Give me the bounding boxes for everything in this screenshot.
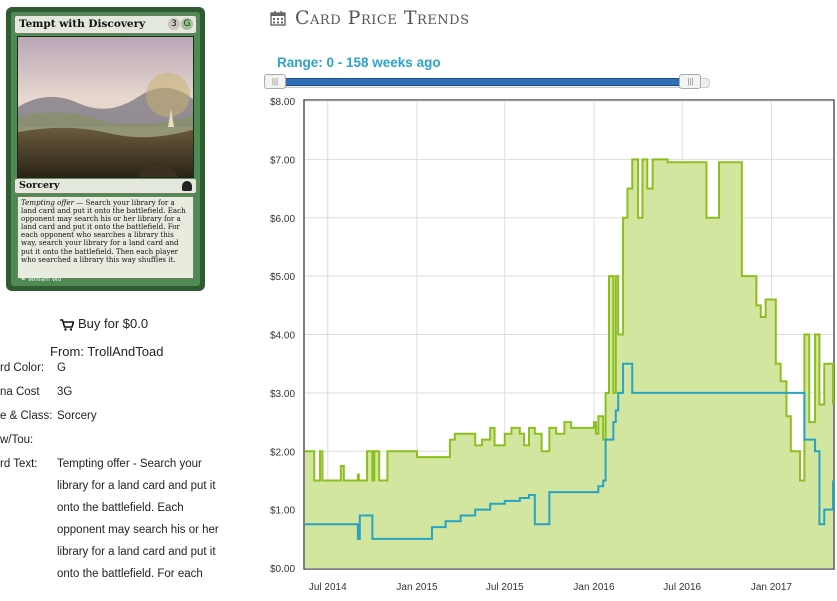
attribute-value: G [57,362,66,374]
price-chart: $0.00 $1.00 $2.00 $3.00 $4.00 $5.00 $6.00 $7.00… [270,97,835,593]
attribute-label: w/Tou: [0,434,34,446]
card-artwork [17,36,194,178]
range-slider-max-handle[interactable]: ||| [679,74,702,89]
chart-series [304,158,834,568]
x-tick-label: Jul 2016 [663,582,701,593]
y-tick-label: $0.00 [270,564,295,575]
x-tick-label: Jul 2015 [486,582,524,593]
y-tick-label: $1.00 [270,506,295,517]
card-illustrator-name: William Wu [27,276,62,283]
mana-generic-symbol: 3 [168,18,180,30]
page-title: Card Price Trends [295,7,470,29]
card-rules-body: — Search your library for a land card an… [21,198,186,264]
card-rules-text: Tempting offer — Search your library for… [21,198,190,264]
calendar-icon [270,10,286,31]
attribute-label: e & Class: [0,410,53,422]
card-type-line: Sorcery [19,180,60,191]
buy-label[interactable]: Buy for $0.0 [78,316,149,331]
x-tick-label: Jan 2015 [396,582,438,593]
attribute-label: na Cost [0,386,40,398]
range-slider-selection [275,78,691,86]
card-illustrator: ✒ William Wu [21,276,62,283]
range-slider[interactable]: ||| ||| [264,72,712,90]
card-rules-keyword: Tempting offer [21,198,75,207]
range-slider-min-handle[interactable]: ||| [264,74,286,89]
x-axis: Jul 2014 Jan 2015 Jul 2015 Jan 2016 Jul 2016… [309,582,793,593]
y-tick-label: $3.00 [270,389,295,400]
x-tick-label: Jan 2017 [751,582,793,593]
attribute-label: rd Color: [0,362,45,374]
y-tick-label: $6.00 [270,214,295,225]
y-tick-label: $7.00 [270,155,295,166]
x-tick-label: Jan 2016 [573,582,615,593]
card-artwork-landscape [18,37,193,177]
y-tick-label: $4.00 [270,331,295,342]
card-text-box: Tempting offer — Search your library for… [17,196,194,279]
seller-label: From: TrollAndToad [50,344,164,359]
shopping-cart-icon [60,319,75,334]
card-type-bar: Sorcery [14,178,197,194]
range-label: Range: 0 - 158 weeks ago [277,55,441,70]
y-axis: $0.00 $1.00 $2.00 $3.00 $4.00 $5.00 $6.00 $7.00… [270,97,295,575]
x-tick-label: Jul 2014 [309,582,347,593]
y-tick-label: $2.00 [270,447,295,458]
card-name: Tempt with Discovery [19,18,146,30]
attribute-label: rd Text: [0,458,38,470]
y-tick-label: $8.00 [270,97,295,108]
buy-link[interactable]: Buy for $0.0 [60,316,148,334]
set-symbol-icon [182,181,192,191]
attribute-value: 3G [57,386,73,398]
attribute-value: Tempting offer - Search your library for… [57,458,219,580]
mana-green-symbol: G [181,18,193,30]
y-tick-label: $5.00 [270,272,295,283]
attribute-value: Sorcery [57,410,97,422]
high-price-area [305,159,833,568]
